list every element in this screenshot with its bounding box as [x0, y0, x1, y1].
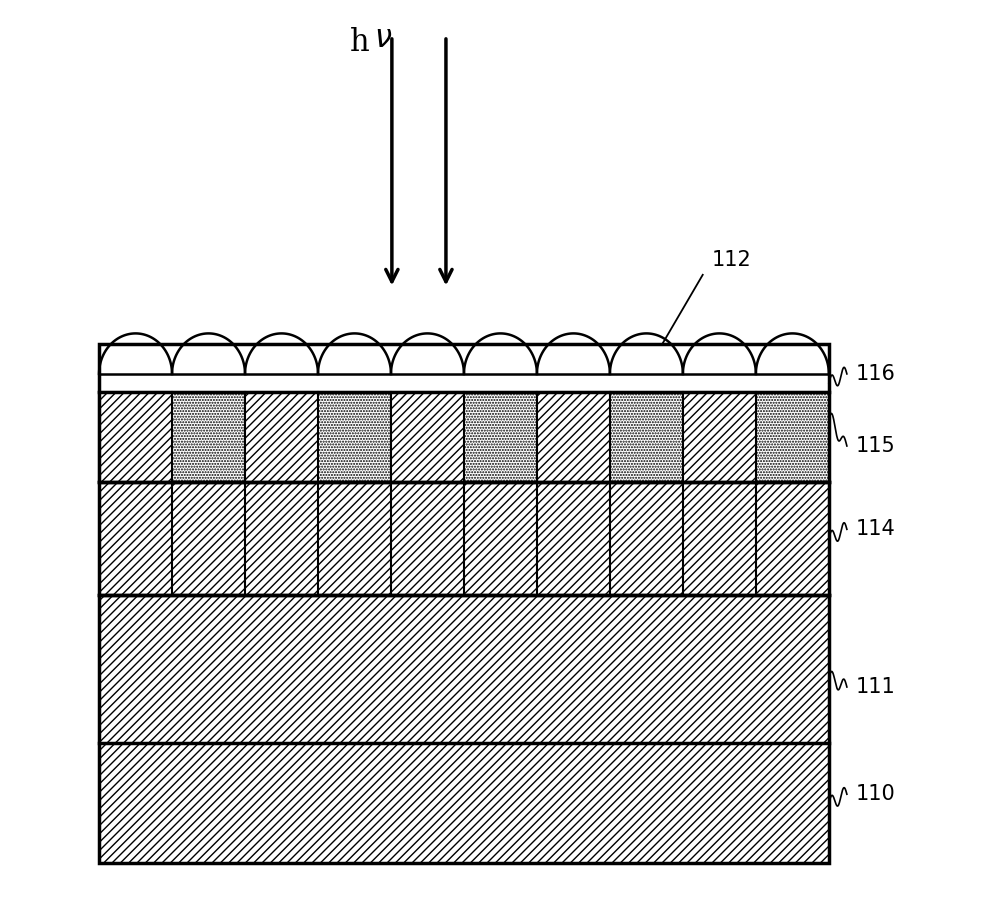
Bar — [99, 374, 829, 392]
Polygon shape — [756, 333, 829, 374]
Bar — [318, 392, 391, 482]
Text: 114: 114 — [856, 519, 896, 540]
Bar — [610, 482, 683, 595]
Bar — [464, 392, 537, 482]
Bar — [99, 595, 829, 743]
Bar — [99, 344, 829, 863]
Text: 110: 110 — [856, 784, 896, 805]
Bar — [245, 392, 318, 482]
Bar — [537, 392, 610, 482]
Bar — [172, 392, 245, 482]
Polygon shape — [245, 333, 318, 374]
Polygon shape — [683, 333, 756, 374]
Bar — [99, 392, 172, 482]
Bar — [683, 392, 756, 482]
Bar — [99, 344, 829, 863]
Text: 116: 116 — [856, 364, 896, 384]
Text: h: h — [350, 27, 369, 58]
Polygon shape — [318, 333, 391, 374]
Bar — [99, 482, 172, 595]
Bar — [464, 482, 537, 595]
Bar — [537, 482, 610, 595]
Polygon shape — [172, 333, 245, 374]
Polygon shape — [391, 333, 464, 374]
Bar — [245, 482, 318, 595]
Bar — [756, 392, 829, 482]
Bar — [391, 392, 464, 482]
Bar — [610, 392, 683, 482]
Bar — [172, 482, 245, 595]
Polygon shape — [537, 333, 610, 374]
Polygon shape — [610, 333, 683, 374]
Text: 112: 112 — [712, 250, 751, 270]
Bar — [756, 482, 829, 595]
Text: $\nu$: $\nu$ — [374, 23, 392, 53]
Bar — [683, 482, 756, 595]
Bar — [391, 482, 464, 595]
Bar — [99, 743, 829, 863]
Polygon shape — [464, 333, 537, 374]
Bar — [318, 482, 391, 595]
Polygon shape — [99, 333, 172, 374]
Text: 111: 111 — [856, 677, 896, 697]
Text: 115: 115 — [856, 436, 896, 456]
